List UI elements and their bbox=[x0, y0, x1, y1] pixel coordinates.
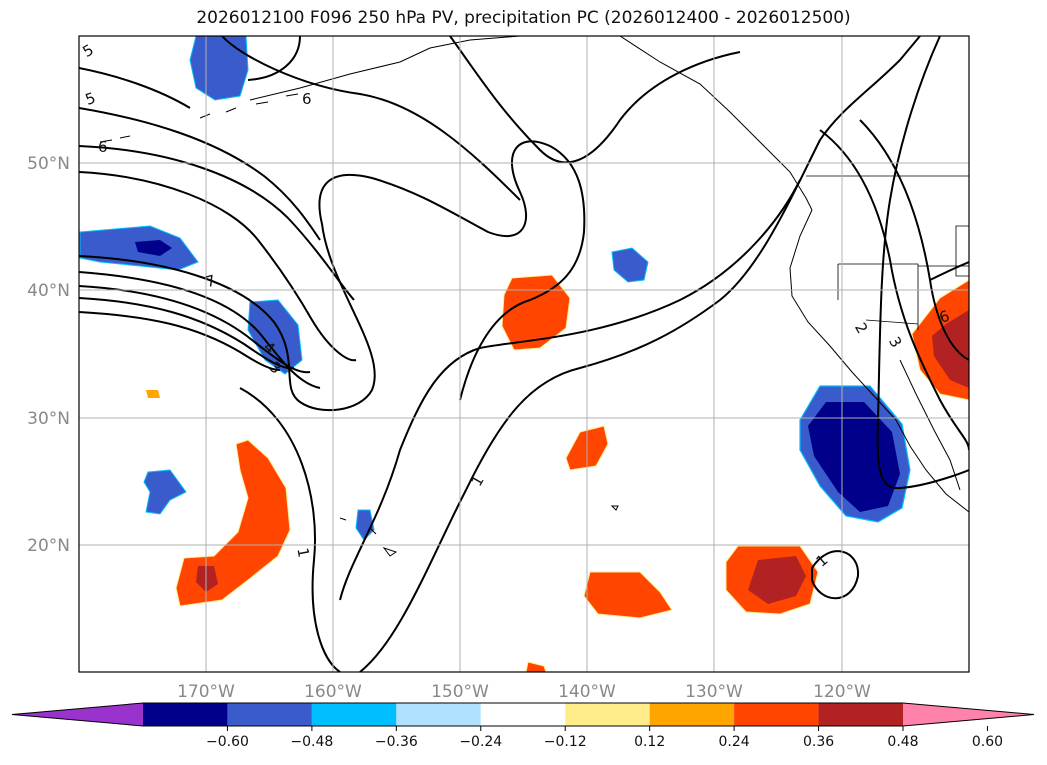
pv-contour bbox=[79, 67, 191, 109]
colorbar-tick-label: −0.48 bbox=[290, 734, 333, 750]
lat-label: 30°N bbox=[27, 409, 70, 429]
pv-contour-1 bbox=[239, 387, 341, 672]
colorbar-swatch bbox=[649, 703, 735, 726]
positive-precip-region bbox=[583, 571, 673, 619]
pv-contour bbox=[221, 36, 521, 201]
colorbar-tick-label: 0.36 bbox=[803, 734, 834, 750]
colorbar-swatch bbox=[818, 703, 903, 726]
state-border bbox=[865, 300, 919, 330]
pv-contour bbox=[449, 36, 741, 164]
lat-label: 40°N bbox=[27, 281, 70, 301]
colorbar-swatch bbox=[311, 703, 397, 726]
lon-label: 130°W bbox=[685, 682, 743, 702]
lon-label: 120°W bbox=[813, 682, 871, 702]
colorbar-tick-label: 0.12 bbox=[634, 734, 665, 750]
map-frame bbox=[78, 35, 970, 673]
pv-label: 6 bbox=[98, 138, 108, 156]
pv-contour-1 bbox=[811, 550, 860, 600]
pv-contour bbox=[876, 36, 969, 490]
negative-precip-region bbox=[135, 240, 172, 256]
colorbar-swatch bbox=[734, 703, 819, 726]
small-island bbox=[610, 505, 619, 511]
state-border bbox=[955, 225, 969, 277]
lat-label: 50°N bbox=[27, 154, 70, 174]
pv-contour bbox=[79, 271, 321, 389]
lat-label: 20°N bbox=[27, 536, 70, 556]
colorbar-swatch bbox=[143, 703, 228, 726]
pv-contour bbox=[79, 297, 295, 370]
pv-contour bbox=[79, 311, 281, 371]
colorbar-tick-label: −0.36 bbox=[375, 734, 418, 750]
positive-precip-region bbox=[175, 439, 291, 607]
colorbar-tick-label: −0.12 bbox=[544, 734, 587, 750]
colorbar-extend-max bbox=[903, 703, 1034, 726]
pv-contour bbox=[79, 140, 586, 412]
colorbar-tick-label: 0.48 bbox=[887, 734, 918, 750]
alaska-coast bbox=[249, 36, 521, 101]
pv-contour bbox=[79, 107, 321, 241]
pv-contour bbox=[79, 145, 355, 301]
pv-label: 7 bbox=[204, 271, 218, 291]
negative-precip-region bbox=[355, 509, 375, 541]
colorbar-extend-min bbox=[12, 703, 143, 726]
colorbar-swatch bbox=[227, 703, 312, 726]
gulf-of-alaska-coast bbox=[619, 36, 813, 211]
negative-precip-region bbox=[143, 469, 187, 515]
positive-precip-region bbox=[525, 661, 547, 672]
pv-contour-1 bbox=[339, 179, 801, 601]
colorbar-outline bbox=[11, 702, 1035, 727]
colorbar-tick-label: 0.60 bbox=[972, 734, 1003, 750]
lon-label: 170°W bbox=[177, 682, 235, 702]
lon-tick-labels: 170°W 160°W 150°W 140°W 130°W 120°W bbox=[177, 682, 871, 702]
positive-precip-region bbox=[196, 566, 218, 592]
precip-anomaly-shading bbox=[79, 36, 969, 672]
colorbar-tick-label: 0.24 bbox=[719, 734, 750, 750]
pv-contour-3 bbox=[859, 119, 969, 361]
lon-label: 140°W bbox=[558, 682, 616, 702]
positive-precip-region bbox=[748, 556, 806, 604]
pv-contours bbox=[79, 36, 969, 672]
pv-contour-1 bbox=[359, 36, 921, 672]
negative-precip-region bbox=[611, 247, 649, 283]
colorbar-tick-label: −0.24 bbox=[459, 734, 502, 750]
pv-contour-2 bbox=[819, 129, 969, 451]
aleutian-islands bbox=[99, 93, 299, 143]
positive-precip-region bbox=[146, 390, 160, 398]
political-boundaries bbox=[806, 175, 969, 330]
lon-label: 150°W bbox=[431, 682, 489, 702]
pv-contour bbox=[79, 171, 357, 362]
colorbar-swatch bbox=[396, 703, 481, 726]
colorbar-tick-label: −0.60 bbox=[206, 734, 249, 750]
pv-contour bbox=[247, 36, 301, 81]
negative-precip-region bbox=[189, 36, 249, 101]
north-american-west-coast bbox=[789, 209, 969, 513]
positive-precip-region bbox=[932, 310, 969, 388]
positive-precip-region bbox=[501, 274, 571, 351]
lat-tick-labels: 50°N 40°N 30°N 20°N bbox=[27, 154, 70, 556]
pv-label: 6 bbox=[302, 90, 312, 108]
pv-label: 1 bbox=[293, 546, 312, 559]
hawaiian-islands bbox=[339, 517, 398, 557]
baja-peninsula bbox=[899, 359, 961, 491]
coastlines bbox=[99, 36, 969, 557]
map-area: 5 5 6 6 7 4 3 1 1 1 2 3 6 bbox=[79, 36, 969, 672]
graticule bbox=[79, 36, 969, 672]
map-title: 2026012100 F096 250 hPa PV, precipitatio… bbox=[196, 8, 851, 28]
colorbar-swatch bbox=[565, 703, 650, 726]
colorbar: −0.60 −0.48 −0.36 −0.24 −0.12 0.12 0.24 0.36 0.4… bbox=[11, 702, 1035, 750]
colorbar-swatch bbox=[480, 703, 566, 726]
lon-label: 160°W bbox=[304, 682, 362, 702]
